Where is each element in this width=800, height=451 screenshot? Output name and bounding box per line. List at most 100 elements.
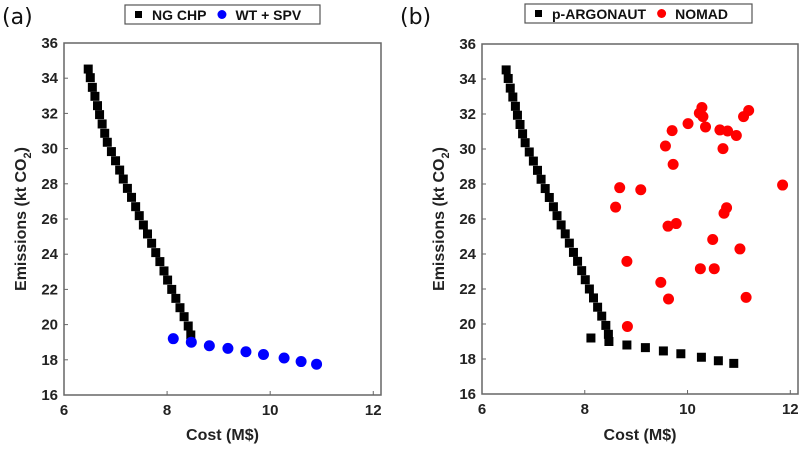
data-point-square — [115, 165, 125, 175]
data-point-circle — [311, 358, 323, 370]
data-point-square — [577, 266, 587, 276]
data-point-square — [167, 284, 177, 294]
data-point-square — [171, 293, 181, 303]
y-axis-label-main: Emissions (kt CO — [13, 158, 30, 290]
y-axis-label-end: ) — [13, 147, 30, 152]
data-point-square — [524, 147, 534, 157]
data-point-circle — [694, 263, 706, 275]
data-point-circle — [670, 218, 682, 230]
data-point-square — [100, 128, 110, 138]
data-point-circle — [777, 179, 789, 191]
data-point-square — [95, 110, 105, 120]
y-tick-label: 22 — [41, 281, 58, 298]
legend-label: WT + SPV — [235, 7, 301, 23]
y-tick-label: 32 — [41, 105, 58, 122]
data-point-circle — [659, 140, 671, 152]
data-point-square — [560, 229, 570, 239]
data-point-circle — [734, 243, 746, 255]
y-axis-label-subscript: 2 — [22, 152, 34, 158]
data-point-circle — [257, 349, 269, 361]
data-point-square — [503, 73, 513, 83]
data-point-circle — [278, 352, 290, 364]
data-point-square — [586, 333, 596, 343]
data-point-circle — [614, 182, 626, 194]
data-point-circle — [655, 276, 667, 288]
legend-circle-marker-icon — [657, 9, 667, 18]
x-tick-label: 12 — [365, 402, 382, 419]
data-point-circle — [167, 333, 179, 345]
y-tick-label: 22 — [459, 281, 476, 298]
y-axis-label-main: Emissions (kt CO — [431, 158, 448, 290]
data-point-square — [552, 211, 562, 221]
data-point-circle — [295, 356, 307, 368]
data-point-square — [540, 184, 550, 194]
legend-label: NOMAD — [675, 6, 728, 22]
data-point-square — [179, 312, 189, 322]
y-tick-label: 28 — [459, 176, 476, 193]
data-point-circle — [222, 342, 234, 354]
data-point-square — [518, 129, 528, 139]
data-point-square — [528, 156, 538, 166]
data-point-square — [147, 238, 157, 248]
x-tick-label: 10 — [262, 402, 279, 419]
data-point-square — [601, 320, 611, 330]
y-tick-label: 36 — [41, 35, 58, 52]
data-point-square — [713, 356, 723, 366]
data-point-circle — [635, 184, 647, 196]
y-axis-label: Emissions (kt CO2) — [431, 147, 452, 291]
data-point-square — [512, 110, 522, 120]
data-point-square — [83, 64, 93, 74]
legend: NG CHP WT + SPV — [124, 4, 321, 25]
data-point-square — [134, 211, 144, 221]
data-point-circle — [740, 291, 752, 303]
y-axis-label-subscript: 2 — [440, 152, 452, 158]
legend-square-marker-icon — [535, 10, 542, 17]
data-point-square — [106, 147, 116, 157]
data-point-square — [90, 91, 100, 101]
data-point-square — [584, 284, 594, 294]
data-point-circle — [717, 143, 729, 155]
data-point-circle — [663, 293, 675, 305]
x-axis-label: Cost (M$) — [604, 427, 677, 444]
y-tick-label: 24 — [41, 246, 58, 263]
data-point-square — [143, 229, 153, 239]
legend-circle-marker-icon — [217, 10, 227, 19]
data-point-square — [603, 329, 613, 339]
y-tick-label: 34 — [459, 71, 476, 88]
data-point-square — [676, 349, 686, 359]
data-point-square — [97, 119, 107, 129]
legend-label: p-ARGONAUT — [552, 6, 647, 22]
y-axis-label: Emissions (kt CO2) — [13, 147, 34, 291]
data-point-square — [111, 156, 121, 166]
data-point-square — [597, 311, 607, 321]
x-tick-label: 8 — [581, 401, 589, 418]
y-tick-label: 18 — [41, 352, 58, 369]
data-point-circle — [700, 121, 712, 133]
y-tick-label: 20 — [459, 316, 476, 333]
data-point-square — [696, 352, 706, 362]
y-tick-label: 34 — [41, 70, 58, 87]
data-point-square — [588, 293, 598, 303]
data-point-square — [548, 202, 558, 212]
x-tick-label: 6 — [478, 401, 486, 418]
chart-panel-a: (a) 6 8 10 12 16 18 20 22 24 26 28 30 32 34 36 Cost (M$)… — [2, 4, 382, 444]
data-point-circle — [185, 336, 197, 348]
data-point-square — [183, 321, 193, 331]
data-point-square — [658, 346, 668, 356]
data-point-square — [118, 174, 128, 184]
data-point-square — [536, 174, 546, 184]
data-point-square — [593, 302, 603, 312]
data-point-square — [138, 220, 148, 230]
data-point-square — [544, 192, 554, 202]
legend-label: NG CHP — [152, 7, 206, 23]
data-point-square — [159, 266, 169, 276]
data-point-square — [155, 257, 165, 267]
data-point-square — [580, 275, 590, 285]
y-tick-label: 16 — [459, 386, 476, 403]
data-point-square — [508, 92, 518, 102]
legend-box — [524, 3, 753, 24]
panel-label: (a) — [2, 5, 33, 30]
data-point-square — [85, 73, 95, 83]
x-tick-label: 12 — [782, 401, 799, 418]
